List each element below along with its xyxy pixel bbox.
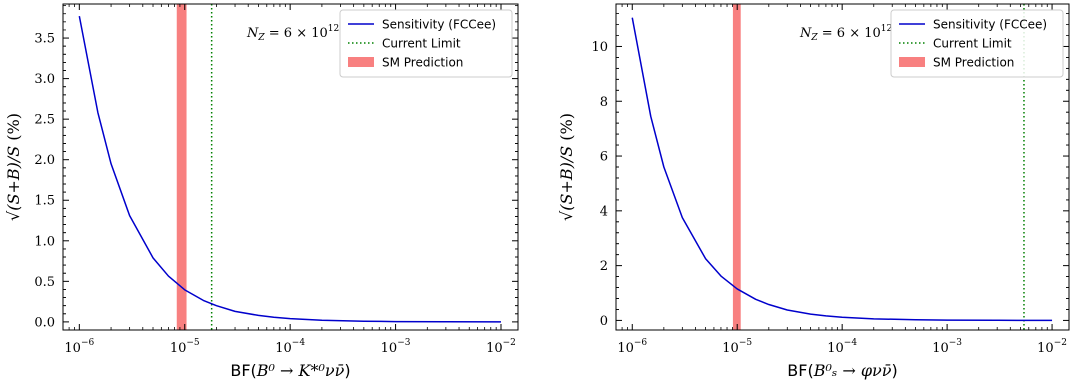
x-tick-exponent: −5 xyxy=(186,338,200,348)
sensitivity-curve xyxy=(78,16,501,323)
x-tick-label: 10−2 xyxy=(1037,338,1067,356)
x-tick-label: 10−4 xyxy=(275,338,305,356)
x-tick-base: 10 xyxy=(1037,341,1054,356)
y-axis-label-suffix: (%) xyxy=(4,113,23,146)
y-tick-label: 1.5 xyxy=(34,194,55,209)
plot-area xyxy=(78,4,501,330)
x-tick-label: 10−5 xyxy=(170,338,200,356)
legend: Sensitivity (FCCee) Current Limit SM Predi… xyxy=(890,9,1064,78)
y-tick-label: 0 xyxy=(600,314,608,329)
y-axis-label-suffix: (%) xyxy=(557,113,576,146)
legend-box xyxy=(339,9,513,78)
x-tick-base: 10 xyxy=(617,341,634,356)
y-tick-label: 2.0 xyxy=(34,153,55,168)
y-tick-label: 8 xyxy=(600,95,608,110)
y-axis-label-math: √(S+B)/S xyxy=(4,146,23,221)
x-tick-base: 10 xyxy=(275,341,292,356)
y-axis-label: √(S+B)/S (%) xyxy=(557,113,576,221)
x-tick-base: 10 xyxy=(170,341,187,356)
x-tick-base: 10 xyxy=(932,341,949,356)
x-tick-base: 10 xyxy=(827,341,844,356)
x-axis-label-prefix: BF( xyxy=(787,361,813,380)
y-tick-label: 3.5 xyxy=(34,32,55,47)
x-tick-exponent: −3 xyxy=(949,338,963,348)
nz-annotation: NZ = 6 × 1012 xyxy=(246,24,339,43)
x-tick-label: 10−6 xyxy=(617,338,647,356)
chart-left: 10−6 10−5 10−4 10−3 10−20.00.51.01.52.02.53.… xyxy=(4,3,519,380)
sensitivity-curve xyxy=(631,17,1053,322)
x-axis-label-suffix: ) xyxy=(891,361,897,380)
x-tick-exponent: −6 xyxy=(81,338,95,348)
y-tick-label: 2 xyxy=(600,259,608,274)
sm-prediction-band xyxy=(176,4,187,330)
x-tick-label: 10−2 xyxy=(486,338,516,356)
x-tick-exponent: −5 xyxy=(739,338,753,348)
nz-annotation: NZ = 6 × 1012 xyxy=(799,24,892,43)
y-tick-label: 0.0 xyxy=(34,315,55,330)
nz-annotation-rhs: = 6 × 10 xyxy=(818,26,881,41)
x-tick-base: 10 xyxy=(64,341,81,356)
legend-label: Current Limit xyxy=(933,37,1012,51)
legend-box xyxy=(890,9,1064,78)
y-tick-label: 1.0 xyxy=(34,234,55,249)
x-axis-label-suffix: ) xyxy=(344,361,350,380)
y-tick-label: 4 xyxy=(600,204,608,219)
legend-swatch-sm-prediction xyxy=(348,57,374,67)
x-axis-label-math: B⁰ₛ → φνν̄ xyxy=(813,361,892,380)
x-tick-exponent: −4 xyxy=(844,338,858,348)
x-tick-exponent: −2 xyxy=(503,338,516,348)
y-axis-label-math: √(S+B)/S xyxy=(557,146,576,221)
y-tick-label: 0.5 xyxy=(34,275,55,290)
y-tick-label: 10 xyxy=(591,40,608,55)
legend-swatch-sm-prediction xyxy=(899,57,925,67)
legend-label: Sensitivity (FCCee) xyxy=(933,18,1047,32)
x-tick-base: 10 xyxy=(486,341,503,356)
x-tick-exponent: −6 xyxy=(634,338,648,348)
x-axis-label: BF(B⁰ₛ → φνν̄) xyxy=(787,361,897,380)
plot-area xyxy=(631,4,1053,330)
x-tick-label: 10−3 xyxy=(932,338,962,356)
x-tick-base: 10 xyxy=(722,341,739,356)
x-tick-exponent: −3 xyxy=(397,338,411,348)
y-tick-label: 2.5 xyxy=(34,113,55,128)
x-tick-exponent: −4 xyxy=(292,338,306,348)
x-tick-label: 10−3 xyxy=(381,338,411,356)
x-axis-label-prefix: BF( xyxy=(230,361,256,380)
nz-annotation-sub: Z xyxy=(810,33,818,43)
x-tick-exponent: −2 xyxy=(1054,338,1067,348)
x-tick-label: 10−4 xyxy=(827,338,857,356)
x-tick-label: 10−6 xyxy=(64,338,94,356)
y-tick-label: 3.0 xyxy=(34,72,55,87)
nz-annotation-exp: 12 xyxy=(328,24,339,34)
x-tick-base: 10 xyxy=(381,341,398,356)
legend-label: SM Prediction xyxy=(933,56,1014,70)
nz-annotation-lhs: N xyxy=(799,26,812,41)
x-axis-label: BF(B⁰ → K*⁰νν̄) xyxy=(230,361,350,380)
nz-annotation-sub: Z xyxy=(257,33,265,43)
x-tick-label: 10−5 xyxy=(722,338,752,356)
legend-label: Current Limit xyxy=(382,37,461,51)
y-tick-label: 6 xyxy=(600,150,608,165)
legend-label: Sensitivity (FCCee) xyxy=(382,18,496,32)
nz-annotation-lhs: N xyxy=(246,26,259,41)
nz-annotation-rhs: = 6 × 10 xyxy=(265,26,328,41)
legend: Sensitivity (FCCee) Current Limit SM Predi… xyxy=(339,9,513,78)
nz-annotation-exp: 12 xyxy=(881,24,892,34)
sm-prediction-band xyxy=(732,4,741,330)
y-axis-label: √(S+B)/S (%) xyxy=(4,113,23,221)
x-axis-label-math: B⁰ → K*⁰νν̄ xyxy=(256,361,345,380)
legend-label: SM Prediction xyxy=(382,56,463,70)
